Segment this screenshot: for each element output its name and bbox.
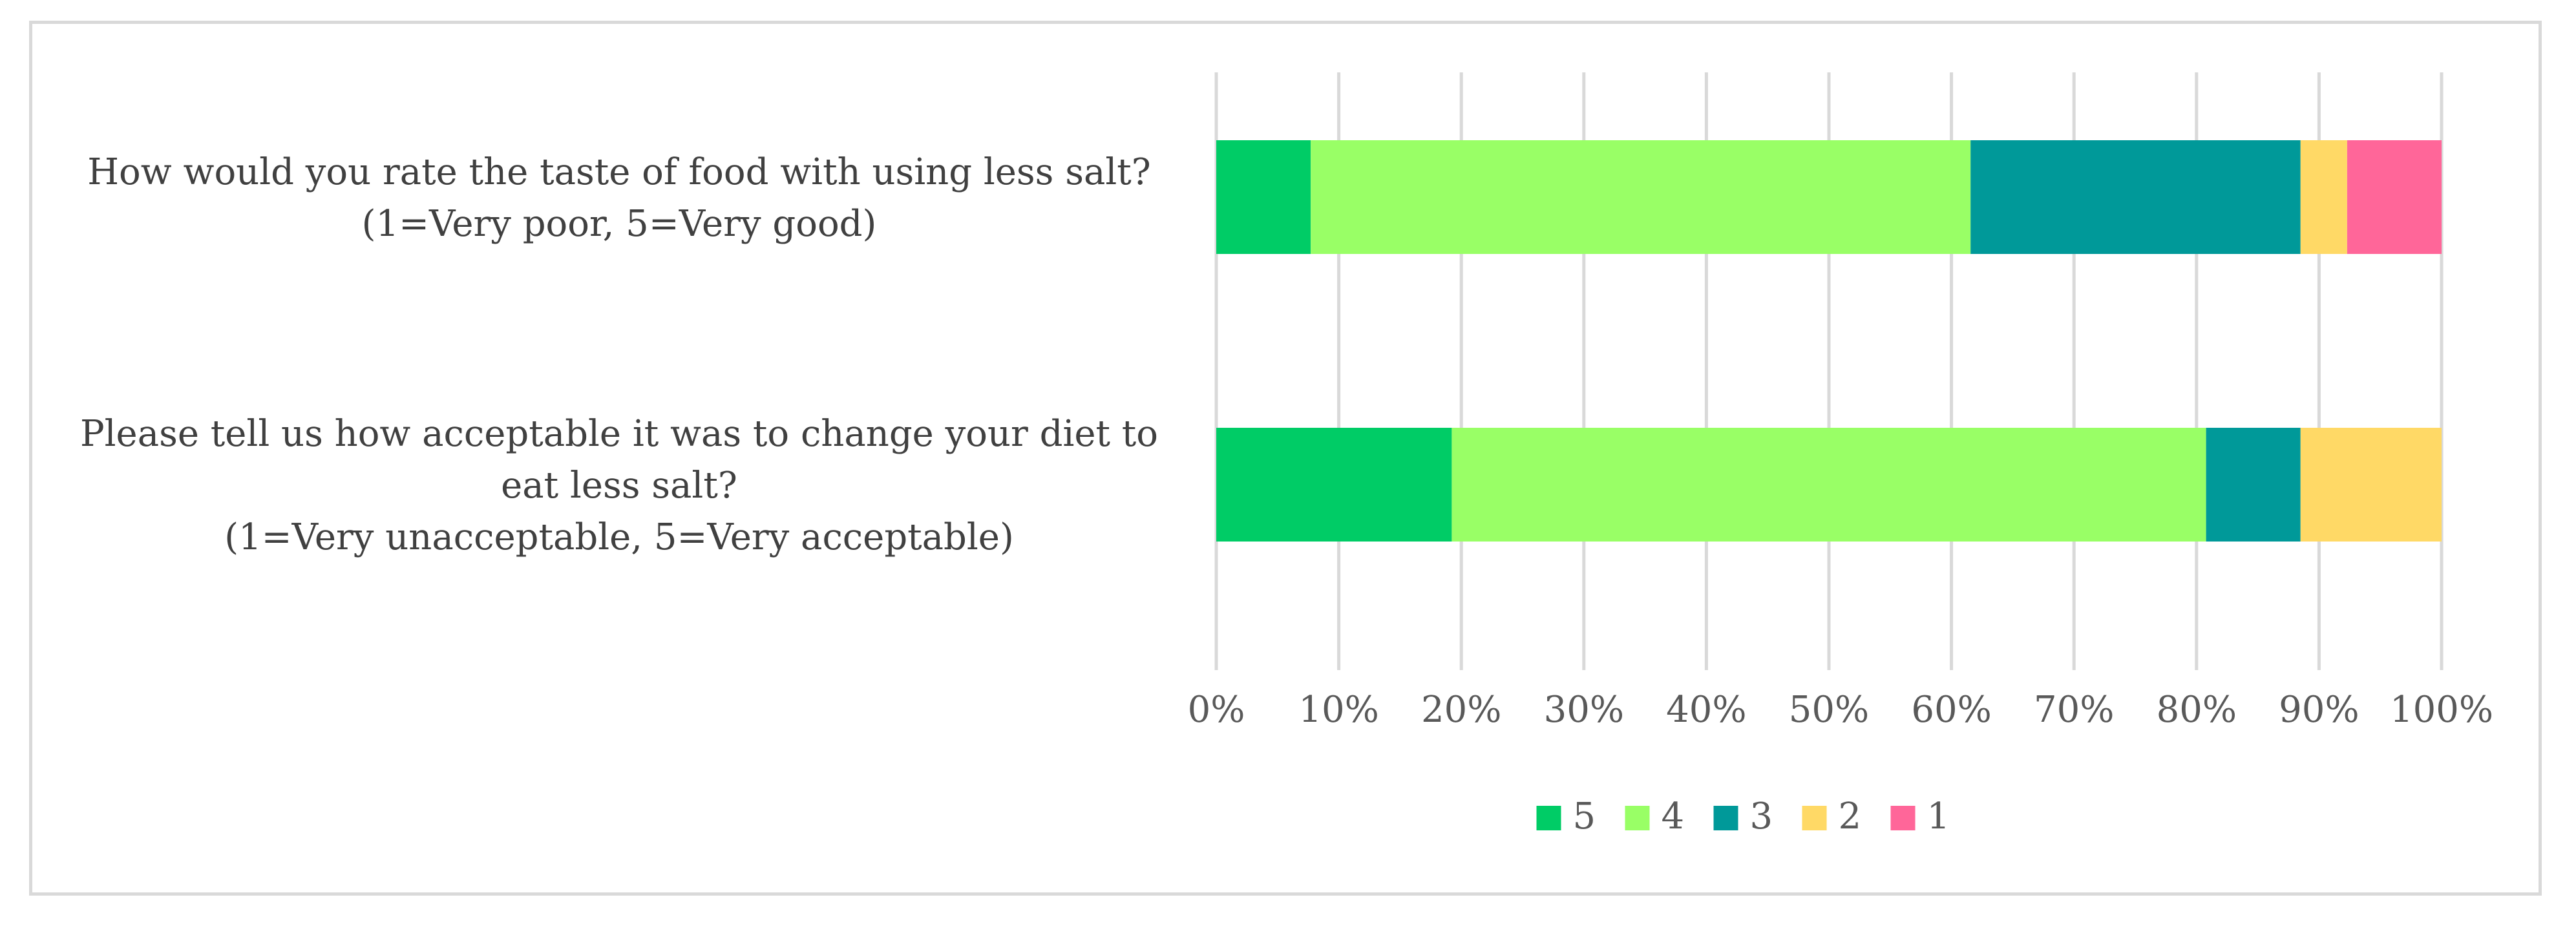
- legend-label: 1: [1927, 795, 1950, 837]
- category-labels: How would you rate the taste of food wit…: [80, 151, 1158, 558]
- x-tick-label: 40%: [1666, 689, 1746, 731]
- x-tick-label: 100%: [2390, 689, 2493, 731]
- bar-segment-2: [2300, 140, 2347, 254]
- bar-segment-5: [1216, 428, 1452, 542]
- category-label: (1=Very poor, 5=Very good): [362, 203, 877, 245]
- x-tick-label: 10%: [1298, 689, 1378, 731]
- bar-segment-1: [2347, 140, 2442, 254]
- bar-segment-2: [2300, 428, 2442, 542]
- x-tick-label: 0%: [1188, 689, 1245, 731]
- bar-segment-4: [1452, 428, 2206, 542]
- legend-swatch: [1625, 806, 1650, 830]
- legend-swatch: [1890, 806, 1916, 830]
- category-label: (1=Very unacceptable, 5=Very acceptable): [224, 516, 1014, 558]
- x-tick-label: 20%: [1421, 689, 1501, 731]
- legend-label: 4: [1662, 795, 1685, 837]
- bars: [1216, 140, 2442, 542]
- legend-swatch: [1802, 806, 1827, 830]
- category-label: How would you rate the taste of food wit…: [87, 151, 1151, 193]
- x-tick-labels: 0% 10% 20% 30% 40% 50% 60% 70% 80% 90% 100%: [1188, 689, 2493, 731]
- legend-swatch: [1536, 806, 1561, 830]
- x-tick-label: 80%: [2157, 689, 2237, 731]
- bar-segment-5: [1216, 140, 1311, 254]
- x-tick-label: 50%: [1789, 689, 1869, 731]
- legend-label: 2: [1839, 795, 1862, 837]
- x-tick-label: 60%: [1911, 689, 1991, 731]
- legend-swatch: [1713, 806, 1738, 830]
- legend-label: 3: [1750, 795, 1773, 837]
- bar-segment-3: [2206, 428, 2301, 542]
- bar-segment-4: [1311, 140, 1971, 254]
- x-tick-label: 30%: [1544, 689, 1624, 731]
- bar-segment-3: [1970, 140, 2301, 254]
- legend: 5 4 3 2 1: [1536, 795, 1950, 837]
- x-tick-label: 90%: [2279, 689, 2359, 731]
- category-label: Please tell us how acceptable it was to …: [80, 413, 1158, 455]
- category-label: eat less salt?: [501, 465, 737, 507]
- legend-label: 5: [1573, 795, 1596, 837]
- x-tick-label: 70%: [2034, 689, 2114, 731]
